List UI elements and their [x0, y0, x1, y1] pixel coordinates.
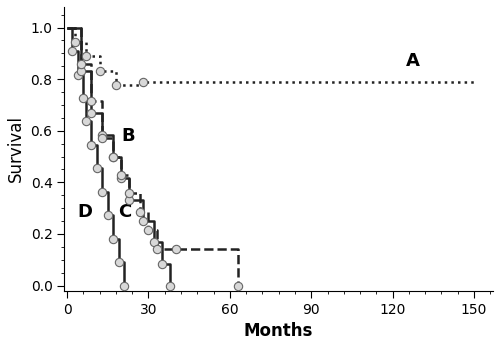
Y-axis label: Survival: Survival: [7, 115, 25, 182]
X-axis label: Months: Months: [244, 322, 314, 340]
Text: C: C: [118, 203, 132, 221]
Text: B: B: [122, 127, 135, 145]
Text: A: A: [406, 52, 420, 70]
Text: D: D: [78, 203, 93, 221]
